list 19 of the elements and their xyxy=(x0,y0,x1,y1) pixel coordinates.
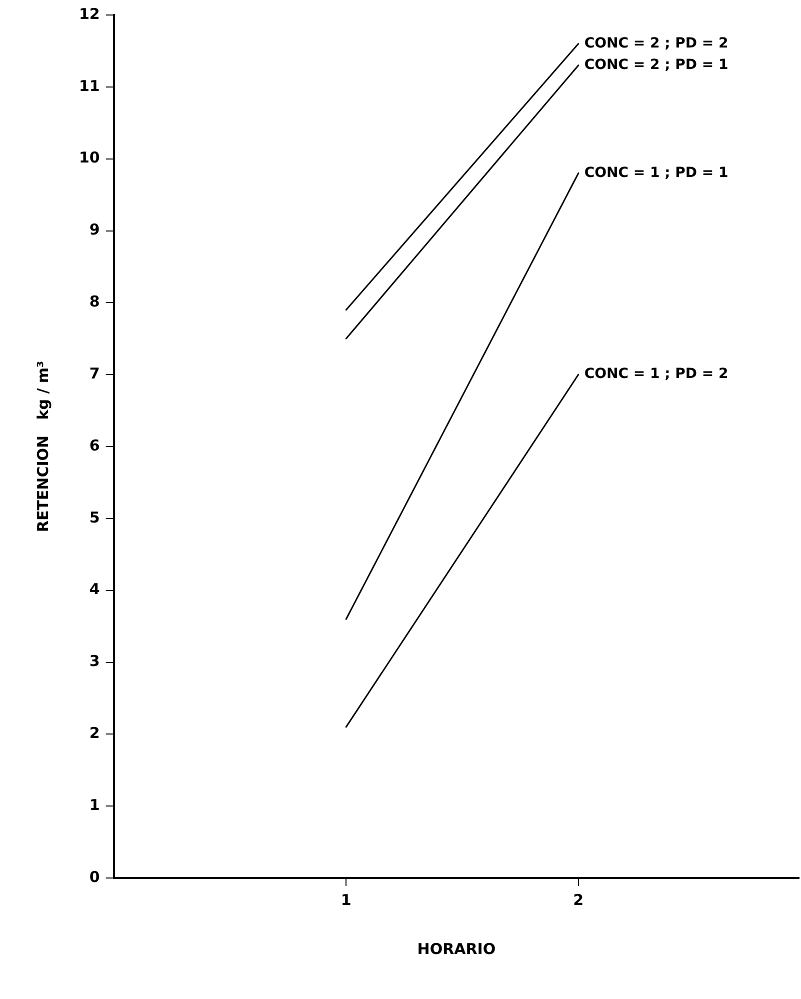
y-tick-label: 0 xyxy=(89,868,100,886)
y-tick-label: 2 xyxy=(89,724,100,742)
y-tick-label: 6 xyxy=(89,436,100,454)
y-tick-label: 12 xyxy=(79,4,100,23)
series-label: CONC = 1 ; PD = 2 xyxy=(584,366,728,382)
y-tick-label: 3 xyxy=(89,652,100,670)
y-tick-label: 8 xyxy=(89,292,100,311)
y-tick-label: 10 xyxy=(79,148,100,167)
y-tick-label: 11 xyxy=(79,76,100,95)
y-tick-label: 5 xyxy=(89,508,100,526)
x-axis-title: HORARIO xyxy=(417,940,496,958)
y-tick-label: 4 xyxy=(89,580,100,598)
y-tick-label: 1 xyxy=(89,796,100,814)
y-axis-title: RETENCION kg / m³ xyxy=(34,360,52,532)
series-label: CONC = 2 ; PD = 2 xyxy=(584,35,728,52)
y-tick-label: 9 xyxy=(89,220,100,239)
y-tick-label: 7 xyxy=(89,364,100,382)
series-label: CONC = 1 ; PD = 1 xyxy=(584,164,728,181)
series-label: CONC = 2 ; PD = 1 xyxy=(584,56,728,73)
